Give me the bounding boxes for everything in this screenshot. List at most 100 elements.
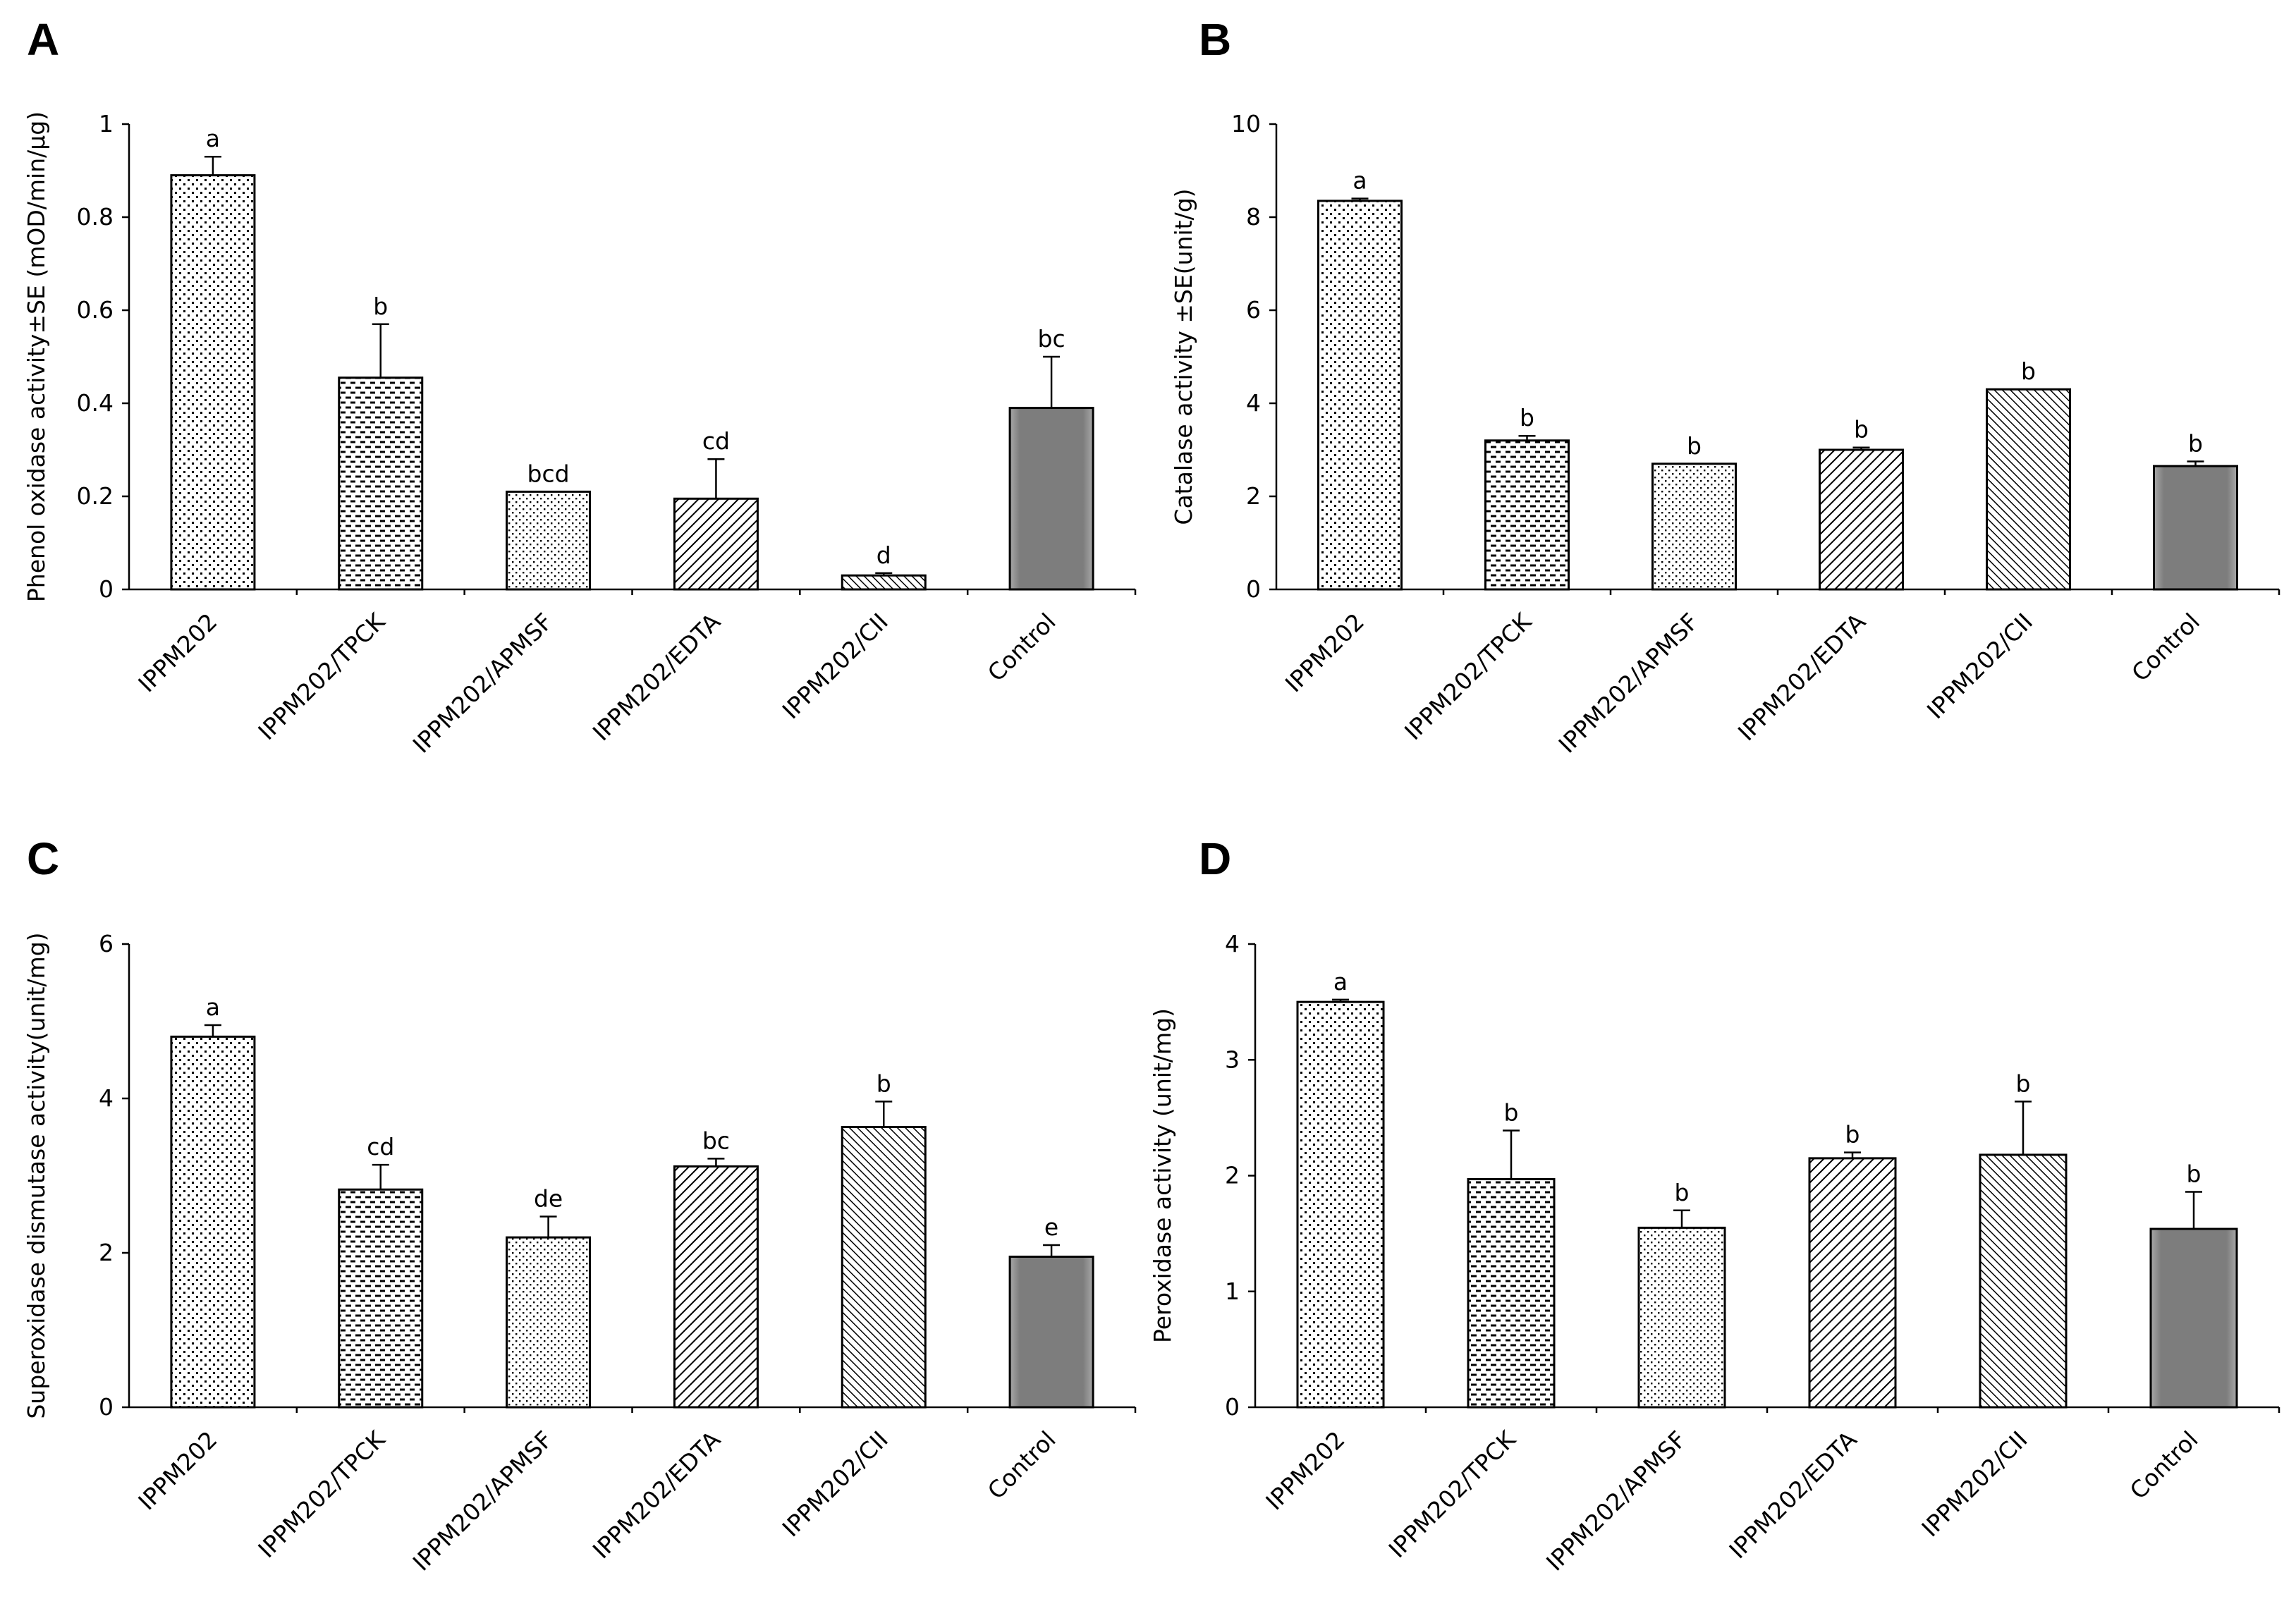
panel-letter: A — [27, 14, 59, 65]
y-tick-label: 0.8 — [77, 203, 114, 231]
category-label: IPPM202/APMSF — [1553, 608, 1704, 759]
y-tick-label: 0 — [1246, 575, 1261, 603]
significance-letter: b — [2187, 1160, 2202, 1187]
bar-1 — [1317, 200, 1403, 591]
y-axis-title: Peroxidase activity (unit/mg) — [1149, 1008, 1176, 1343]
category-label: IPPM202/APMSF — [1541, 1426, 1692, 1576]
category-label: IPPM202/TPCK — [252, 607, 391, 745]
bar-1 — [170, 1035, 256, 1409]
bar-3 — [506, 490, 592, 591]
category-label: IPPM202 — [1280, 608, 1369, 697]
y-tick-label: 2 — [1246, 482, 1261, 510]
category-label: IPPM202/CII — [777, 608, 893, 724]
y-tick-label: 0.2 — [77, 482, 114, 510]
category-label: IPPM202/APMSF — [408, 608, 558, 759]
significance-letter: b — [877, 1070, 891, 1097]
category-label: IPPM202 — [1260, 1426, 1350, 1515]
significance-letter: bc — [1038, 325, 1065, 353]
y-axis-title: Phenol oxidase activity±SE (mOD/min/µg) — [23, 111, 50, 602]
significance-letter: a — [1333, 968, 1348, 996]
category-label: Control — [2125, 1426, 2204, 1505]
y-tick-label: 6 — [99, 930, 114, 957]
category-label: IPPM202/APMSF — [408, 1426, 558, 1576]
y-tick-label: 10 — [1231, 110, 1261, 137]
significance-letter: b — [2016, 1070, 2031, 1097]
significance-letter: b — [1675, 1179, 1690, 1206]
y-tick-label: 0.6 — [77, 296, 114, 324]
bar-1 — [1296, 1000, 1385, 1409]
category-label: IPPM202 — [133, 1426, 222, 1515]
category-label: IPPM202/TPCK — [1384, 1425, 1522, 1563]
category-label: IPPM202/TPCK — [1399, 607, 1537, 745]
significance-letter: e — [1044, 1213, 1058, 1241]
significance-letter: a — [206, 125, 220, 152]
y-tick-label: 8 — [1246, 203, 1261, 231]
category-label: IPPM202/CII — [1922, 608, 2038, 724]
y-tick-label: 2 — [1225, 1162, 1240, 1189]
panel-letter: D — [1199, 833, 1231, 884]
significance-letter: b — [1504, 1098, 1519, 1126]
chart-panel-d: D 0 1 2 3 4 Peroxidase activity (unit/mg) a IPPM… — [1149, 833, 2280, 1576]
y-tick-label: 0 — [99, 1393, 114, 1421]
bar-2 — [1467, 1177, 1556, 1409]
y-tick-label: 2 — [99, 1239, 114, 1266]
chart-panel-a: A 0 0.2 0.4 0.6 0.8 1 Phenol oxidase activity±S… — [23, 14, 1137, 759]
bar-6 — [2149, 1227, 2238, 1409]
significance-letter: b — [2188, 430, 2203, 458]
y-tick-label: 0.4 — [77, 389, 114, 417]
significance-letter: a — [206, 993, 220, 1021]
bar-2 — [338, 376, 424, 591]
y-tick-label: 6 — [1246, 296, 1261, 324]
category-label: Control — [2126, 608, 2205, 687]
bar-6 — [1008, 1255, 1094, 1409]
significance-letter: b — [2021, 357, 2036, 385]
bar-2 — [1484, 439, 1570, 591]
significance-letter: a — [1352, 167, 1367, 195]
bar-3 — [1637, 1226, 1726, 1409]
y-tick-label: 4 — [99, 1084, 114, 1112]
category-label: IPPM202/EDTA — [1723, 1426, 1862, 1564]
bar-4 — [673, 1165, 759, 1409]
significance-letter: b — [1845, 1121, 1860, 1148]
significance-letter: bcd — [527, 460, 570, 487]
significance-letter: b — [1687, 432, 1702, 460]
bar-3 — [506, 1236, 592, 1409]
panel-letter: B — [1199, 14, 1231, 65]
significance-letter: d — [877, 541, 891, 569]
significance-letter: b — [373, 293, 388, 320]
category-label: Control — [982, 1426, 1061, 1505]
category-label: IPPM202/EDTA — [587, 608, 726, 747]
bar-6 — [2153, 465, 2238, 591]
significance-letter: b — [1854, 416, 1869, 443]
bar-5 — [1986, 388, 2071, 591]
chart-panel-c: C 0 2 4 6 Superoxidase dismutase activity(uni… — [23, 833, 1137, 1576]
bar-5 — [1979, 1153, 2068, 1409]
category-label: IPPM202/TPCK — [252, 1425, 391, 1563]
bar-4 — [673, 497, 759, 591]
bar-2 — [338, 1188, 424, 1409]
bar-3 — [1651, 463, 1737, 591]
bar-6 — [1008, 407, 1094, 591]
bar-4 — [1808, 1157, 1897, 1409]
bar-1 — [170, 174, 256, 591]
bar-5 — [841, 574, 927, 591]
y-tick-label: 0 — [1225, 1393, 1240, 1421]
category-label: IPPM202/CII — [1916, 1426, 2032, 1542]
significance-letter: cd — [367, 1133, 394, 1160]
y-tick-label: 3 — [1225, 1046, 1240, 1073]
category-label: IPPM202/CII — [777, 1426, 893, 1542]
y-axis-title: Superoxidase dismutase activity(unit/mg) — [23, 932, 50, 1419]
y-tick-label: 1 — [1225, 1278, 1240, 1305]
significance-letter: cd — [702, 427, 730, 455]
y-tick-label: 0 — [99, 575, 114, 603]
chart-panel-b: B 0 2 4 6 8 10 Catalase activity ±SE(unit/g) a IP… — [1170, 14, 2280, 759]
bar-4 — [1819, 448, 1904, 591]
category-label: Control — [982, 608, 1061, 687]
y-tick-label: 4 — [1246, 389, 1261, 417]
significance-letter: bc — [702, 1127, 730, 1154]
category-label: IPPM202/EDTA — [1733, 608, 1871, 747]
category-label: IPPM202/EDTA — [587, 1426, 726, 1564]
significance-letter: b — [1520, 404, 1534, 431]
bar-5 — [841, 1126, 927, 1409]
